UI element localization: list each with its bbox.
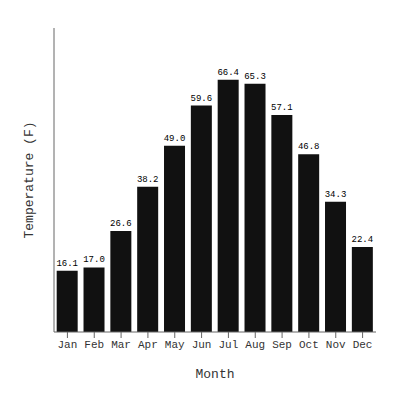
svg-text:Jul: Jul (219, 339, 239, 351)
svg-text:Oct: Oct (299, 339, 319, 351)
svg-text:Jun: Jun (192, 339, 212, 351)
svg-text:46.8: 46.8 (298, 142, 320, 152)
svg-text:17.0: 17.0 (83, 255, 105, 265)
svg-text:Temperature (F): Temperature (F) (22, 121, 37, 238)
svg-text:57.1: 57.1 (271, 103, 293, 113)
svg-text:Mar: Mar (111, 339, 131, 351)
svg-text:Jan: Jan (58, 339, 78, 351)
svg-text:16.1: 16.1 (56, 259, 78, 269)
svg-text:Feb: Feb (84, 339, 104, 351)
svg-text:65.3: 65.3 (244, 72, 266, 82)
svg-text:49.0: 49.0 (164, 134, 186, 144)
svg-text:Nov: Nov (326, 339, 346, 351)
svg-text:34.3: 34.3 (325, 190, 347, 200)
svg-text:Sep: Sep (272, 339, 292, 351)
svg-text:Dec: Dec (353, 339, 373, 351)
svg-text:38.2: 38.2 (137, 175, 159, 185)
svg-text:May: May (165, 339, 185, 351)
svg-text:Month: Month (195, 367, 234, 382)
svg-text:22.4: 22.4 (352, 235, 374, 245)
svg-text:26.6: 26.6 (110, 219, 132, 229)
svg-text:59.6: 59.6 (191, 94, 213, 104)
svg-text:Aug: Aug (245, 339, 265, 351)
svg-text:66.4: 66.4 (217, 68, 239, 78)
svg-text:Apr: Apr (138, 339, 158, 351)
